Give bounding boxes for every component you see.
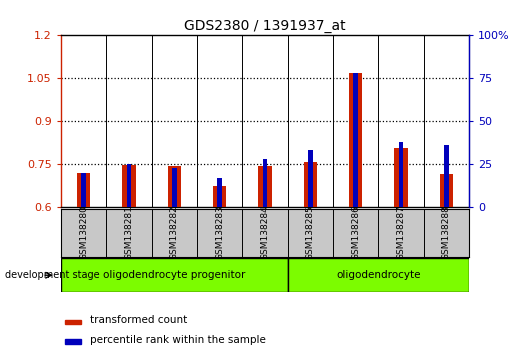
Text: GSM138285: GSM138285	[306, 205, 315, 260]
Bar	[263, 159, 267, 207]
Text: GSM138280: GSM138280	[79, 205, 88, 260]
Bar	[354, 73, 358, 207]
Bar	[213, 185, 226, 207]
Text: oligodendrocyte progenitor: oligodendrocyte progenitor	[103, 270, 245, 280]
Bar	[399, 142, 403, 207]
Bar	[77, 173, 91, 207]
Bar	[65, 339, 81, 343]
Bar	[288, 258, 469, 292]
Bar	[394, 148, 408, 207]
Bar	[65, 320, 81, 324]
Bar	[258, 166, 272, 207]
Bar	[167, 166, 181, 207]
Bar	[127, 164, 131, 207]
Text: percentile rank within the sample: percentile rank within the sample	[90, 335, 266, 345]
Bar	[304, 162, 317, 207]
Text: GSM138287: GSM138287	[396, 205, 405, 260]
Text: oligodendrocyte: oligodendrocyte	[336, 270, 421, 280]
Bar	[172, 167, 176, 207]
Bar	[439, 174, 453, 207]
Text: development stage: development stage	[5, 270, 100, 280]
Bar	[217, 178, 222, 207]
Bar	[349, 73, 363, 207]
Bar	[122, 165, 136, 207]
Bar	[82, 173, 86, 207]
Text: GSM138284: GSM138284	[261, 205, 269, 260]
Text: GSM138288: GSM138288	[442, 205, 451, 260]
Text: GSM138286: GSM138286	[351, 205, 360, 260]
Bar	[308, 150, 313, 207]
Text: GSM138282: GSM138282	[170, 205, 179, 260]
Bar	[61, 258, 288, 292]
Title: GDS2380 / 1391937_at: GDS2380 / 1391937_at	[184, 19, 346, 33]
Text: transformed count: transformed count	[90, 315, 187, 325]
Text: GSM138281: GSM138281	[125, 205, 134, 260]
Text: GSM138283: GSM138283	[215, 205, 224, 260]
Bar	[444, 145, 448, 207]
